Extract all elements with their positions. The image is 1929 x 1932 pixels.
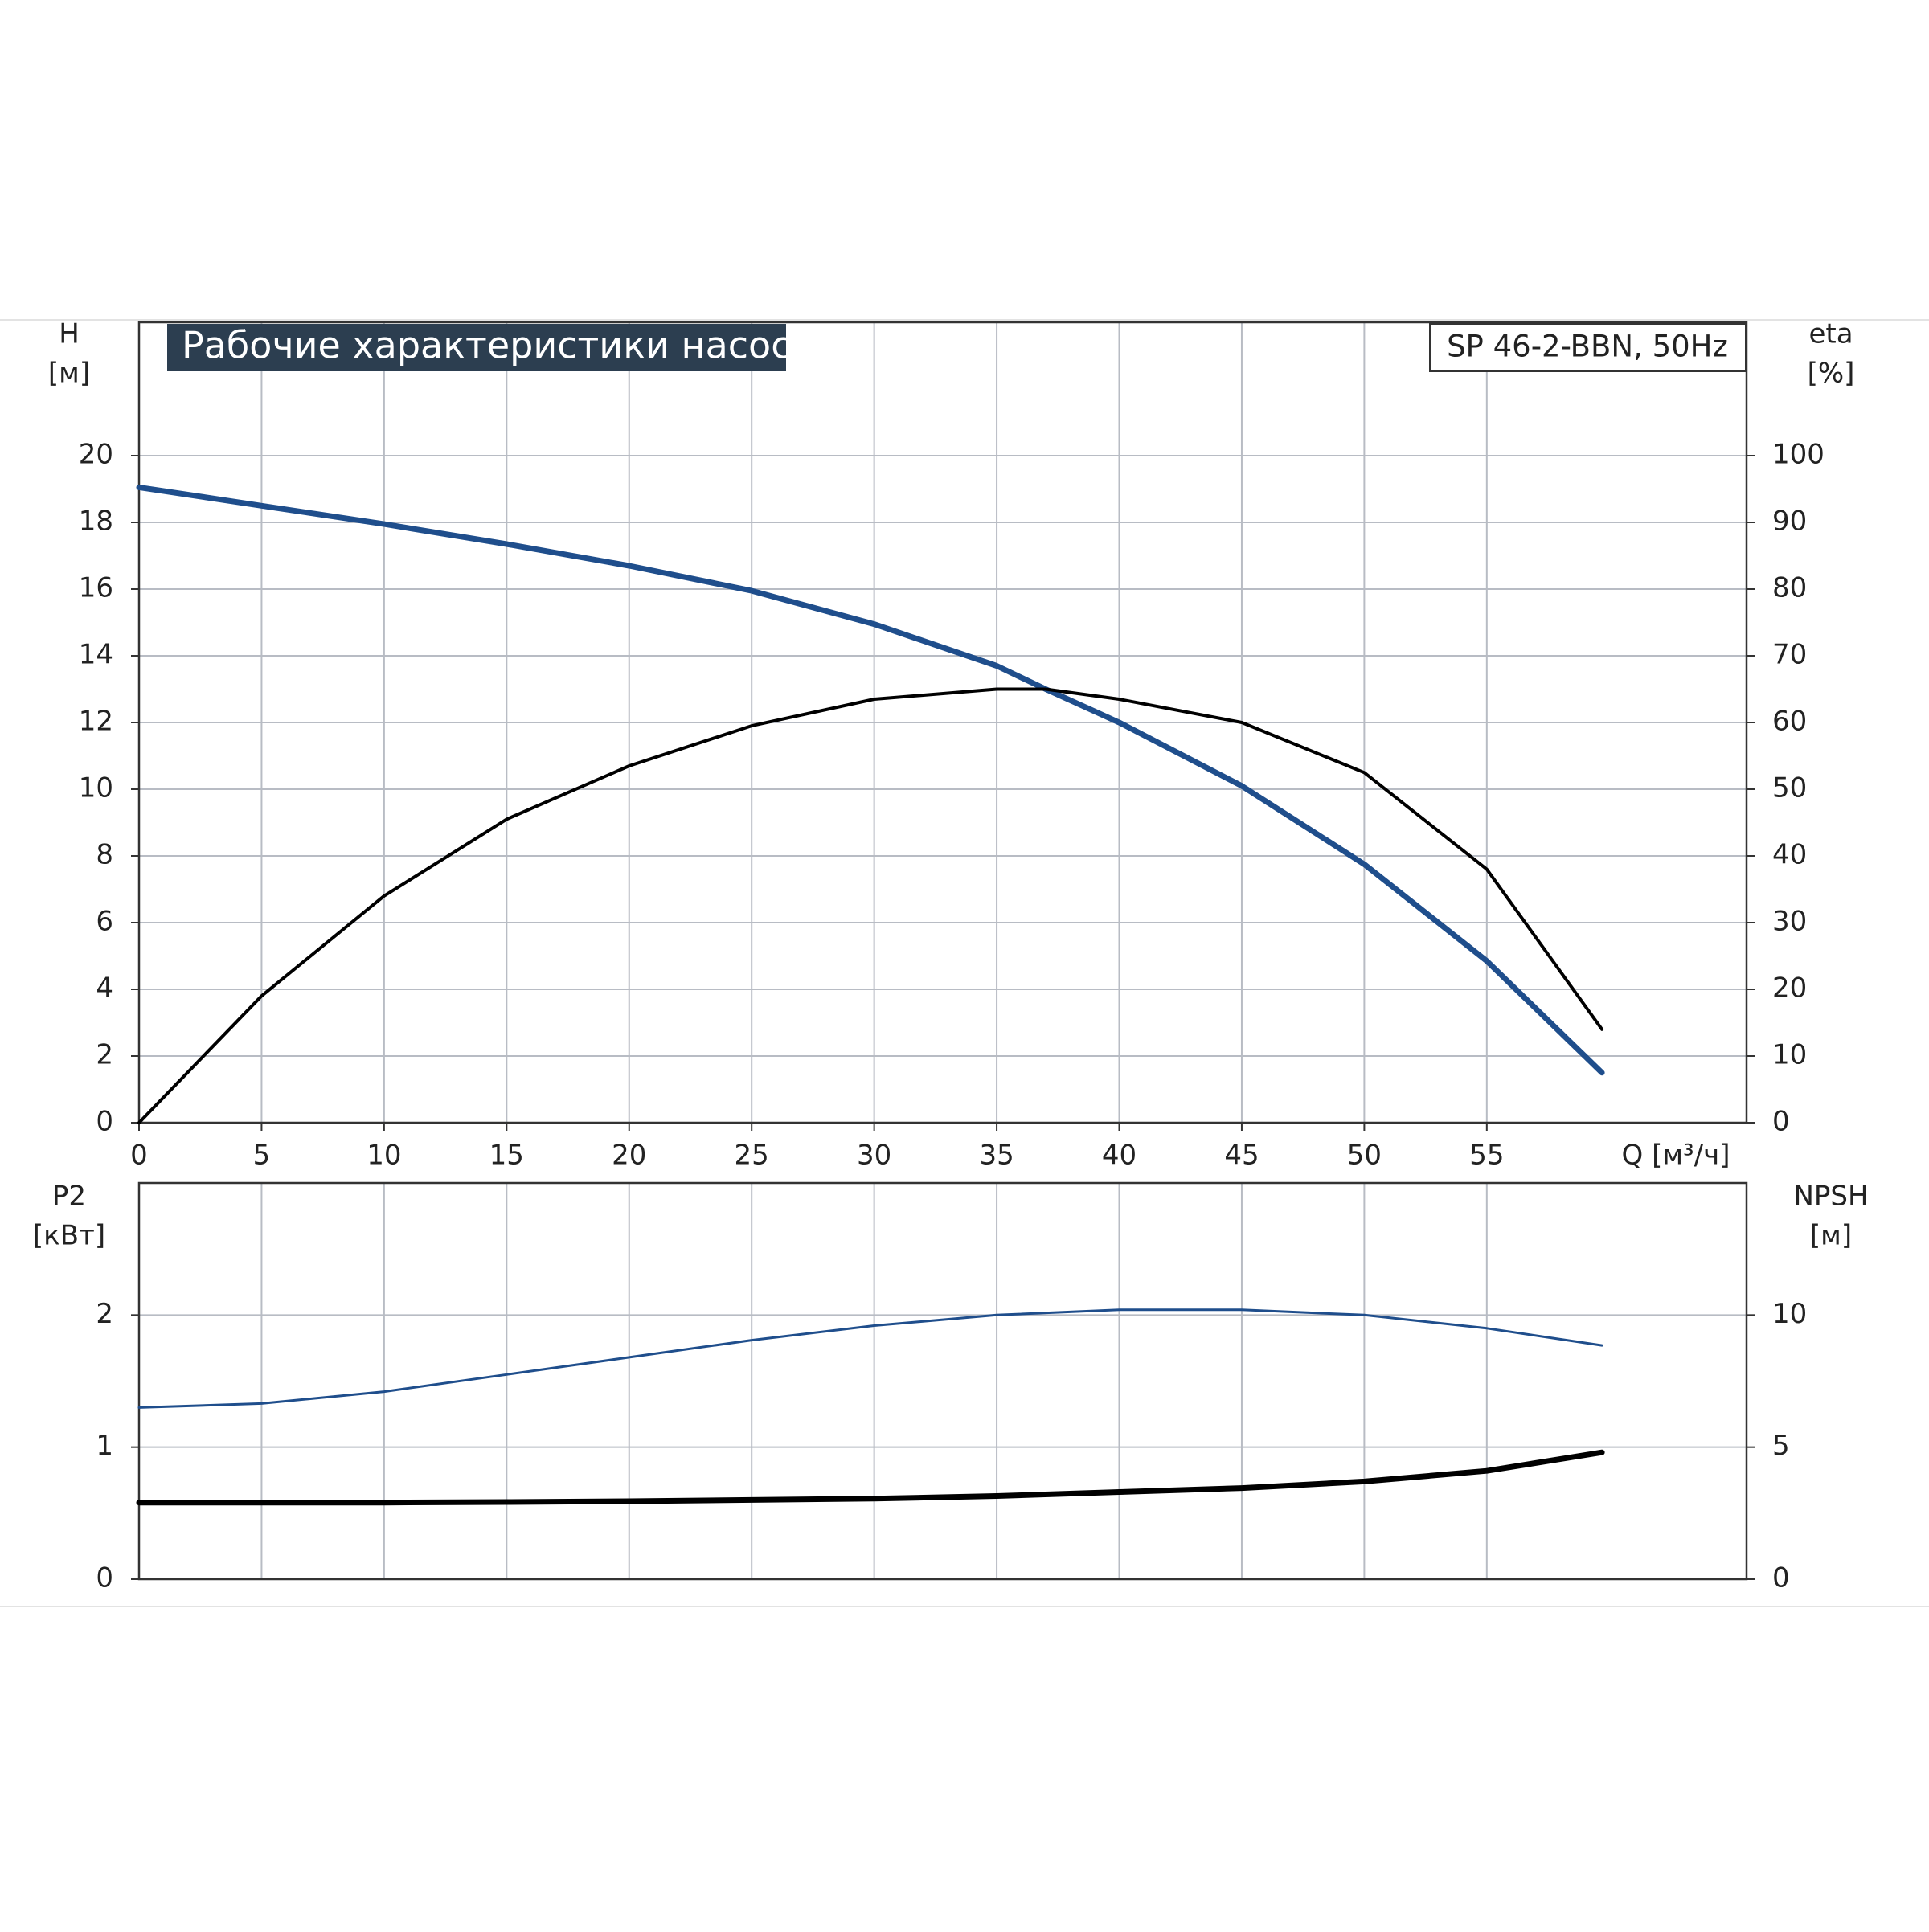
y2-tick-label: 40 (1772, 839, 1807, 871)
x-tick-label: 20 (612, 1140, 646, 1172)
y2-tick-label: 30 (1772, 906, 1807, 938)
plot-frame (137, 1181, 1748, 1581)
y-tick-label: 4 (96, 972, 113, 1005)
y-tick-label: 0 (96, 1106, 113, 1138)
y-axis-label: [кВт] (33, 1220, 105, 1252)
y2-tick-label: 50 (1772, 772, 1807, 804)
title-box (167, 324, 786, 371)
chart-subtitle: SP 46-2-BBN, 50Hz (1447, 330, 1728, 364)
y2-tick-label: 80 (1772, 572, 1807, 604)
x-tick-label: 15 (489, 1140, 524, 1172)
curve (137, 1308, 1603, 1409)
y2-tick-label: 100 (1772, 439, 1825, 471)
curve (137, 687, 1604, 1124)
curve (136, 484, 1605, 1076)
y2-tick-label: 0 (1772, 1562, 1790, 1594)
y-axis-label: H (59, 318, 80, 350)
y-tick-label: 14 (79, 639, 113, 671)
y-tick-label: 12 (79, 706, 113, 738)
y2-tick-label: 70 (1772, 639, 1807, 671)
plot-frame (137, 321, 1748, 1124)
y2-tick-label: 60 (1772, 706, 1807, 738)
x-tick-label: 45 (1224, 1140, 1259, 1172)
y2-tick-label: 10 (1772, 1298, 1807, 1330)
y-tick-label: 20 (79, 439, 113, 471)
y2-axis-label: [м] (1810, 1220, 1852, 1252)
y-tick-label: 2 (96, 1298, 113, 1330)
y2-axis-label: [%] (1808, 358, 1855, 390)
x-tick-label: 35 (979, 1140, 1014, 1172)
x-axis-label: Q [м³/ч] (1622, 1140, 1730, 1172)
chart-title: Рабочие характеристики насоса (182, 324, 814, 367)
x-tick-label: 5 (253, 1140, 271, 1172)
y-tick-label: 0 (96, 1562, 113, 1594)
y2-tick-label: 10 (1772, 1039, 1807, 1071)
model-box (1429, 323, 1747, 372)
x-tick-label: 25 (735, 1140, 769, 1172)
y-tick-label: 1 (96, 1430, 113, 1462)
y2-tick-label: 0 (1772, 1106, 1790, 1138)
y-tick-label: 6 (96, 906, 113, 938)
curve (136, 1449, 1605, 1506)
y-axis-label: [м] (48, 358, 90, 390)
y2-tick-label: 90 (1772, 506, 1807, 538)
y2-axis-label: eta (1808, 318, 1853, 350)
y-axis-label: P2 (52, 1181, 86, 1213)
x-tick-label: 40 (1102, 1140, 1137, 1172)
x-tick-label: 30 (857, 1140, 891, 1172)
y-tick-label: 16 (79, 572, 113, 604)
y2-tick-label: 20 (1772, 972, 1807, 1005)
y-tick-label: 8 (96, 839, 113, 871)
y-tick-label: 10 (79, 772, 113, 804)
y2-axis-label: NPSH (1793, 1181, 1868, 1213)
y-tick-label: 18 (79, 506, 113, 538)
x-tick-label: 10 (367, 1140, 401, 1172)
x-tick-label: 55 (1469, 1140, 1504, 1172)
x-tick-label: 50 (1347, 1140, 1382, 1172)
y2-tick-label: 5 (1772, 1430, 1790, 1462)
y-tick-label: 2 (96, 1039, 113, 1071)
x-tick-label: 0 (130, 1140, 148, 1172)
